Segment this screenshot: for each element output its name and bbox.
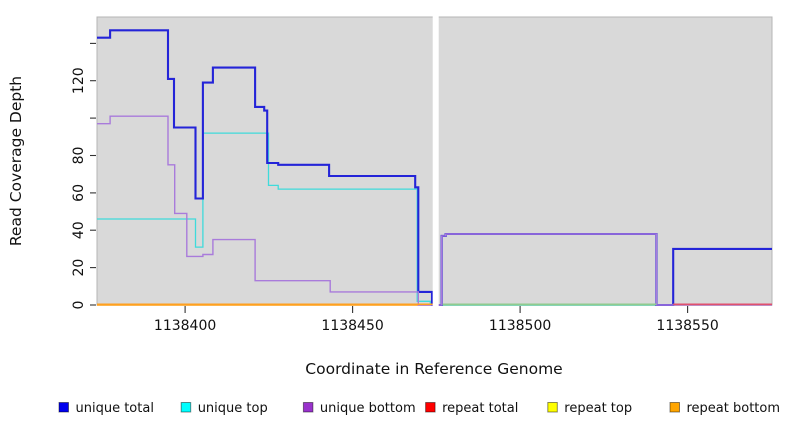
legend-swatch-unique-top (180, 402, 192, 413)
axes: 1138400 1138450 1138500 1138550 0 20 40 60 80 120 (71, 42, 719, 334)
legend-swatch-unique-total (58, 402, 69, 413)
x-tick-label: 1138450 (321, 318, 383, 334)
legend-swatch-unique-bottom (302, 402, 314, 413)
y-tick-label: 20 (71, 259, 87, 277)
y-tick-label: 0 (71, 301, 87, 310)
legend-label-repeat-total: repeat total (442, 401, 518, 416)
y-tick-label: 40 (71, 221, 87, 239)
x-axis-title: Coordinate in Reference Genome (305, 360, 562, 378)
x-tick-label: 1138400 (154, 318, 216, 334)
series-line-unique-bottom (97, 115, 434, 306)
y-tick-label: 60 (71, 184, 87, 202)
missing-data-gap (432, 16, 439, 307)
y-tick-label: 120 (71, 67, 87, 94)
legend-label-repeat-top: repeat top (564, 401, 632, 416)
legend-label-unique-top: unique top (198, 401, 268, 416)
legend: unique total unique top unique bottom repea… (58, 401, 781, 416)
series-line-unique-total (97, 29, 434, 307)
y-axis-title: Read Coverage Depth (7, 76, 25, 246)
legend-swatch-repeat-bottom (669, 402, 680, 413)
legend-label-repeat-bottom: repeat bottom (687, 401, 781, 416)
legend-label-unique-total: unique total (76, 401, 154, 416)
legend-swatch-repeat-total (425, 402, 436, 413)
y-tick-label: 80 (71, 147, 87, 165)
series-line-unique-bottom (437, 233, 772, 306)
legend-swatch-repeat-top (547, 402, 558, 413)
series-line-unique-top (97, 132, 434, 306)
x-tick-label: 1138550 (656, 318, 718, 334)
legend-label-unique-bottom: unique bottom (320, 401, 416, 416)
x-tick-label: 1138500 (489, 318, 551, 334)
